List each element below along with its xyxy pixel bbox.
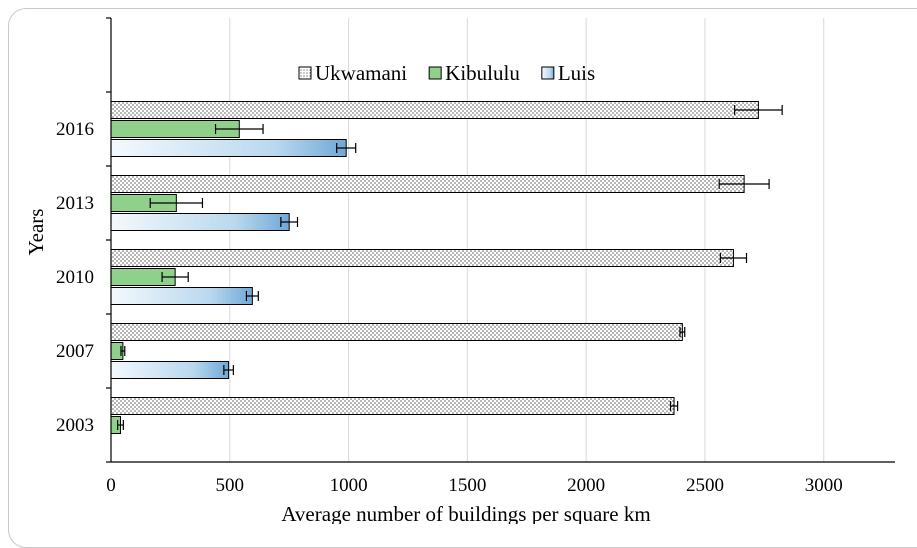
error-bar-kibululu-2003 xyxy=(117,420,124,430)
gridlines xyxy=(229,18,825,462)
x-tick-label: 0 xyxy=(106,475,116,496)
legend-swatch xyxy=(428,66,442,80)
bar-ukwamani-2007 xyxy=(110,323,683,341)
bar-ukwamani-2010 xyxy=(110,249,734,267)
bar-ukwamani-2003 xyxy=(110,397,675,415)
error-bar-ukwamani-2013 xyxy=(718,179,770,189)
bars xyxy=(110,101,783,434)
error-bar-ukwamani-2003 xyxy=(669,401,679,411)
error-bar-kibululu-2007 xyxy=(120,346,126,356)
x-tick-label: 1500 xyxy=(448,475,486,496)
error-bar-luis-2013 xyxy=(280,217,299,227)
error-bar-ukwamani-2010 xyxy=(719,253,748,263)
error-bar-kibululu-2010 xyxy=(161,272,189,282)
x-tick-label: 2000 xyxy=(567,475,605,496)
y-tick-label: 2003 xyxy=(56,415,94,436)
error-bar-kibululu-2016 xyxy=(214,124,264,134)
y-tick-label: 2013 xyxy=(56,193,94,214)
error-bar-luis-2016 xyxy=(336,143,357,153)
y-axis-label: Years xyxy=(24,209,48,256)
x-tick-label: 2500 xyxy=(686,475,724,496)
legend-swatch xyxy=(541,66,555,80)
bar-ukwamani-2013 xyxy=(110,175,745,193)
error-bar-luis-2007 xyxy=(223,365,234,375)
bar-luis-2013 xyxy=(110,213,290,231)
legend-label: Kibululu xyxy=(445,61,520,85)
y-tick-label: 2016 xyxy=(56,119,94,140)
y-tick-label: 2007 xyxy=(56,341,94,362)
x-axis-label: Average number of buildings per square k… xyxy=(281,502,650,524)
error-bar-kibululu-2013 xyxy=(149,198,204,208)
legend-item-kibululu: Kibululu xyxy=(428,61,520,85)
legend-label: Luis xyxy=(558,61,595,85)
error-bar-ukwamani-2016 xyxy=(734,105,783,115)
bar-luis-2016 xyxy=(110,139,347,157)
y-tick-label: 2010 xyxy=(56,267,94,288)
x-tick-label: 500 xyxy=(216,475,245,496)
axes: 0 500 1000 1500 2000 2500 3000 2016 2013 2010 2007… xyxy=(56,17,895,496)
error-bar-luis-2010 xyxy=(245,291,259,301)
legend-label: Ukwamani xyxy=(315,61,407,85)
legend-item-ukwamani: Ukwamani xyxy=(298,61,407,85)
legend-swatch xyxy=(298,66,312,80)
legend: Ukwamani Kibululu Luis xyxy=(298,61,595,85)
bar-luis-2010 xyxy=(110,287,253,305)
bar-chart: 0 500 1000 1500 2000 2500 3000 2016 2013 2010 2007… xyxy=(24,17,895,524)
bar-ukwamani-2016 xyxy=(110,101,759,119)
bar-luis-2007 xyxy=(110,361,230,379)
error-bar-ukwamani-2007 xyxy=(679,327,686,337)
legend-item-luis: Luis xyxy=(541,61,595,85)
x-tick-label: 1000 xyxy=(330,475,368,496)
x-tick-label: 3000 xyxy=(805,475,843,496)
